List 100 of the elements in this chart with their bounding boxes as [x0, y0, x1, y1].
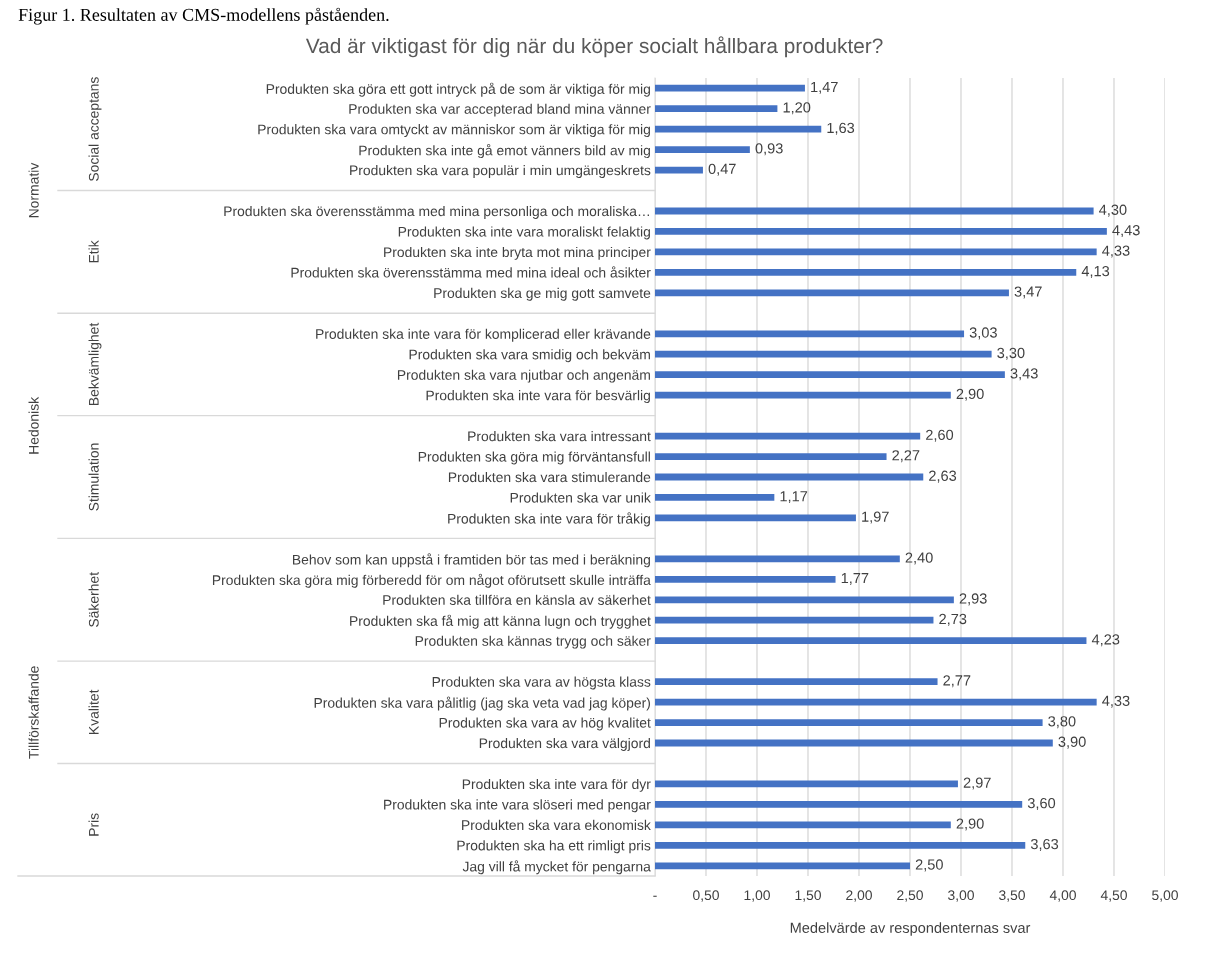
- data-label: 2,60: [926, 429, 954, 442]
- bar: [655, 228, 1107, 235]
- y-tick-label: Produkten ska vara stimulerande: [448, 471, 651, 483]
- data-label: 4,30: [1099, 204, 1127, 217]
- bar: [655, 289, 1009, 297]
- text: Kvalitet: [88, 689, 99, 734]
- bar: [655, 719, 1043, 726]
- y-tick-label: Produkten ska inte vara slöseri med pengar: [384, 799, 651, 813]
- data-label: 2,90: [956, 818, 984, 831]
- x-tick-label: 0,50: [693, 890, 719, 902]
- y-tick-label: Produkten ska vara omtyckt av människor som är viktiga för mig: [258, 124, 650, 138]
- bar: [655, 862, 910, 870]
- data-label: 2,40: [905, 552, 933, 565]
- y-tick-label: Produkten ska inte vara för dyr: [462, 778, 651, 792]
- data-label: 2,90: [956, 388, 984, 401]
- data-label: 1,77: [841, 573, 869, 585]
- text: Social acceptans: [88, 77, 102, 182]
- bar: [655, 146, 750, 153]
- data-label: 3,60: [1027, 797, 1056, 811]
- data-label: 2,73: [939, 613, 967, 626]
- data-label: 2,97: [963, 777, 991, 790]
- y-tick-label: Produkten ska inte vara för tråkig: [448, 512, 650, 527]
- data-label: 3,03: [969, 327, 997, 340]
- text: Normativ: [28, 162, 39, 218]
- text: Pris: [88, 813, 99, 836]
- bar: [655, 269, 1077, 276]
- data-label: 0,93: [755, 143, 783, 156]
- y-tick-label: Produkten ska överensstämma med mina personliga och moraliska…: [224, 205, 649, 219]
- data-label: 0,47: [708, 163, 736, 176]
- y-tick-label: Produkten ska vara njutbar och angenäm: [397, 369, 650, 383]
- x-tick-label: 3,00: [948, 890, 974, 902]
- bar: [655, 841, 1026, 849]
- data-label: 3,30: [997, 347, 1025, 360]
- x-tick-label: 4,50: [1100, 890, 1127, 902]
- y-tick-label: Produkten ska vara intressant: [468, 431, 651, 442]
- text: Etik: [88, 240, 99, 263]
- x-tick-label: 2,00: [846, 890, 872, 902]
- bar: [655, 350, 992, 358]
- data-label: 1,17: [780, 491, 808, 504]
- x-tick-label: 2,50: [897, 890, 923, 902]
- y-tick-label: Produkten ska vara populär i min umgängeskrets: [350, 165, 651, 178]
- data-label: 4,33: [1102, 695, 1130, 708]
- y-tick-label: Produkten ska vara välgjord: [479, 737, 650, 751]
- y-tick-label: Produkten ska vara av hög kvalitet: [439, 717, 651, 731]
- y-tick-label: Produkten ska var unik: [510, 492, 651, 503]
- y-tick-label: Produkten ska vara smidig och bekväm: [409, 349, 650, 363]
- bar: [655, 391, 951, 399]
- y-tick-label: Produkten ska inte bryta mot mina principer: [384, 246, 651, 260]
- bar: [655, 494, 775, 501]
- y-tick-label: Produkten ska inte vara för komplicerad eller krävande: [316, 328, 651, 342]
- data-label: 4,23: [1091, 634, 1120, 647]
- data-label: 4,13: [1081, 265, 1110, 279]
- y-tick-label: Produkten ska få mig att känna lugn och trygghet: [350, 614, 651, 629]
- y-tick-label: Behov som kan uppstå i framtiden bör tas med i beräkning: [293, 553, 650, 568]
- y-tick-label: Produkten ska ha ett rimligt pris: [457, 840, 651, 854]
- bar: [655, 575, 836, 583]
- data-label: 3,43: [1010, 368, 1038, 381]
- bar: [655, 555, 900, 563]
- data-label: 3,47: [1014, 286, 1042, 299]
- text: Säkerhet: [88, 572, 99, 627]
- text: Tillförskaffande: [28, 666, 39, 759]
- data-label: 1,97: [862, 511, 889, 524]
- x-tick-label: 3,50: [999, 890, 1025, 902]
- data-label: 1,63: [827, 122, 855, 135]
- data-label: 3,80: [1048, 716, 1076, 729]
- text: Figur 1. Resultaten av CMS-modellens påståenden.: [18, 7, 389, 25]
- data-label: 4,43: [1112, 225, 1140, 238]
- y-tick-label: Produkten ska inte gå emot vänners bild av mig: [359, 144, 650, 159]
- y-tick-label: Produkten ska inte vara moraliskt felaktig: [398, 226, 650, 240]
- data-label: 2,63: [929, 470, 957, 483]
- bar: [655, 105, 778, 113]
- bar: [655, 84, 805, 92]
- data-label: 2,93: [959, 593, 987, 606]
- x-tick-label: 5,00: [1152, 890, 1178, 902]
- data-label: 3,63: [1030, 838, 1059, 851]
- data-label: 1,47: [811, 81, 838, 94]
- bar: [655, 637, 1087, 645]
- y-tick-label: Produkten ska göra mig förväntansfull: [418, 451, 650, 465]
- data-label: 2,77: [943, 675, 971, 688]
- data-label: 2,50: [915, 859, 943, 872]
- bar: [655, 596, 954, 604]
- chart-title: Vad är viktigast för dig när du köper socialt hållbara produkter?: [305, 36, 883, 58]
- data-label: 3,90: [1058, 736, 1086, 749]
- bar: [655, 453, 887, 460]
- y-tick-label: Produkten ska kännas trygg och säker: [415, 635, 651, 649]
- y-tick-label: Produkten ska tillföra en känsla av säkerhet: [383, 594, 651, 605]
- y-tick-label: Produkten ska ge mig gott samvete: [434, 287, 651, 301]
- x-tick-label: -: [653, 895, 657, 897]
- text: Stimulation: [88, 443, 99, 511]
- bar: [655, 678, 938, 685]
- bar: [655, 371, 1005, 379]
- y-tick-label: Jag vill få mycket för pengarna: [462, 860, 651, 875]
- y-tick-label: Produkten ska göra mig förberedd för om något oförutsett skulle inträffa: [212, 573, 651, 588]
- y-tick-label: Produkten ska vara pålitlig (jag ska veta vad jag köper): [314, 696, 650, 711]
- y-tick-label: Produkten ska var accepterad bland mina vänner: [349, 103, 651, 117]
- x-tick-label: 4,00: [1049, 890, 1076, 902]
- y-tick-label: Produkten ska vara av högsta klass: [432, 676, 651, 690]
- bar: [655, 125, 822, 133]
- x-tick-label: 1,00: [744, 890, 770, 902]
- bar: [655, 330, 965, 338]
